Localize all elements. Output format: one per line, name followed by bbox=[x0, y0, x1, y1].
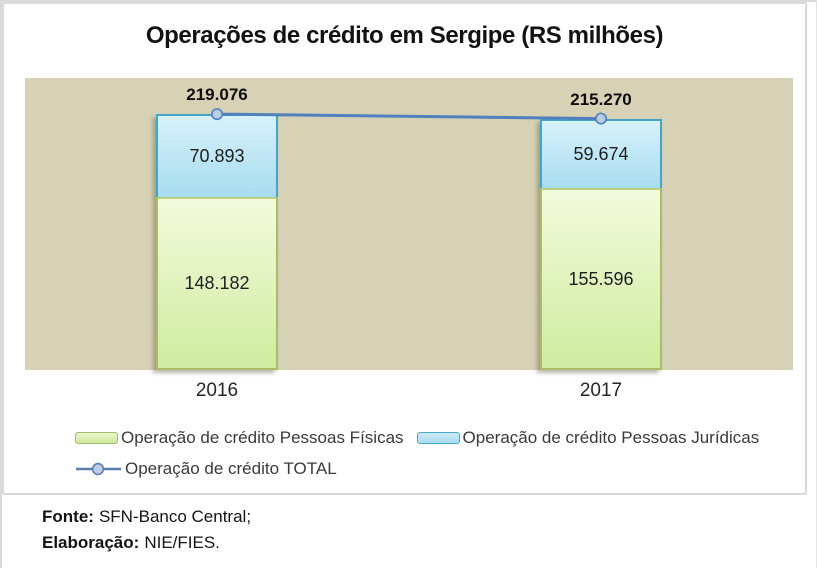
total-data-label-2017: 215.270 bbox=[570, 89, 632, 109]
legend-item-pessoas-fisicas: Operação de crédito Pessoas Físicas bbox=[75, 428, 404, 448]
bar-stack-2017: 59.674 155.596 bbox=[540, 118, 662, 370]
legend-item-pessoas-juridicas: Operação de crédito Pessoas Jurídicas bbox=[416, 428, 760, 448]
x-axis-label-2016: 2016 bbox=[195, 380, 239, 401]
source-note: Fonte: SFN-Banco Central; Elaboração: NIE/… bbox=[42, 504, 251, 556]
legend-label: Operação de crédito Pessoas Físicas bbox=[121, 428, 404, 447]
source-text: SFN-Banco Central; bbox=[98, 507, 252, 526]
bar-segment-pessoas-juridicas-2016: 70.893 bbox=[156, 114, 278, 197]
bar-2017: 215.270 59.674 155.596 bbox=[540, 90, 662, 370]
legend-label: Operação de crédito TOTAL bbox=[125, 459, 337, 478]
bar-2016: 219.076 70.893 148.182 bbox=[156, 85, 278, 370]
legend: Operação de crédito Pessoas Físicas Oper… bbox=[75, 428, 775, 490]
bar-stack-2016: 70.893 148.182 bbox=[156, 114, 278, 370]
elaboration-text: NIE/FIES. bbox=[144, 533, 220, 552]
plot-area: 219.076 70.893 148.182 215.270 59.674 bbox=[25, 78, 793, 370]
bar-segment-pessoas-fisicas-2017: 155.596 bbox=[540, 188, 662, 370]
segment-data-label: 148.182 bbox=[184, 272, 250, 293]
legend-line-marker-icon bbox=[76, 462, 121, 476]
bar-segment-pessoas-juridicas-2017: 59.674 bbox=[540, 118, 662, 189]
source-line: Fonte: SFN-Banco Central; bbox=[42, 504, 251, 530]
elaboration-label: Elaboração: bbox=[42, 533, 140, 552]
elaboration-line: Elaboração: NIE/FIES. bbox=[42, 530, 251, 556]
segment-data-label: 59.674 bbox=[573, 143, 629, 164]
source-label: Fonte: bbox=[42, 507, 94, 526]
chart-title: Operações de crédito em Sergipe (RS milh… bbox=[145, 22, 664, 49]
x-axis-label-2017: 2017 bbox=[579, 380, 623, 401]
legend-swatch-pessoas-fisicas-icon bbox=[75, 432, 118, 444]
total-line bbox=[211, 108, 607, 125]
legend-label: Operação de crédito Pessoas Jurídicas bbox=[462, 428, 760, 447]
bar-segment-pessoas-fisicas-2016: 148.182 bbox=[156, 196, 278, 370]
x-axis: 2016 2017 bbox=[25, 380, 793, 406]
chart-frame: Operações de crédito em Sergipe (RS milh… bbox=[2, 2, 807, 495]
total-data-label-2016: 219.076 bbox=[186, 85, 248, 105]
segment-data-label: 70.893 bbox=[189, 146, 245, 167]
legend-row-2: Operação de crédito TOTAL bbox=[75, 459, 775, 479]
legend-swatch-pessoas-juridicas-icon bbox=[416, 432, 460, 444]
legend-row-1: Operação de crédito Pessoas Físicas Oper… bbox=[75, 428, 775, 448]
segment-data-label: 155.596 bbox=[568, 268, 634, 289]
legend-item-total: Operação de crédito TOTAL bbox=[75, 459, 337, 479]
